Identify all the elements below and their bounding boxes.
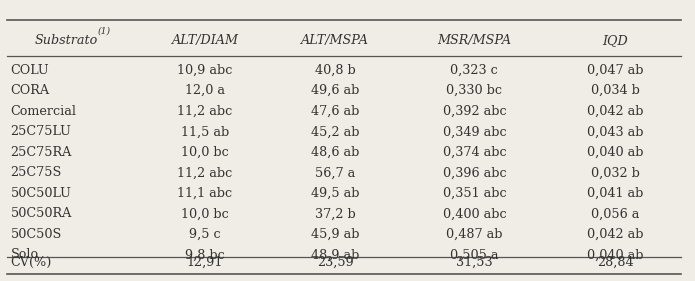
Text: 0,396 abc: 0,396 abc: [443, 166, 506, 179]
Text: 9,5 c: 9,5 c: [189, 228, 221, 241]
Text: 10,0 bc: 10,0 bc: [181, 207, 229, 220]
Text: 11,1 abc: 11,1 abc: [177, 187, 233, 200]
Text: 49,6 ab: 49,6 ab: [311, 84, 359, 97]
Text: 56,7 a: 56,7 a: [316, 166, 355, 179]
Text: 47,6 ab: 47,6 ab: [311, 105, 359, 118]
Text: 0,349 abc: 0,349 abc: [443, 125, 506, 138]
Text: CORA: CORA: [10, 84, 49, 97]
Text: Solo: Solo: [10, 248, 38, 261]
Text: 0,487 ab: 0,487 ab: [446, 228, 502, 241]
Text: 11,2 abc: 11,2 abc: [177, 105, 233, 118]
Text: ALT/MSPA: ALT/MSPA: [302, 34, 369, 47]
Text: 0,032 b: 0,032 b: [591, 166, 639, 179]
Text: 11,2 abc: 11,2 abc: [177, 166, 233, 179]
Text: 0,392 abc: 0,392 abc: [443, 105, 506, 118]
Text: 49,5 ab: 49,5 ab: [311, 187, 359, 200]
Text: 31,53: 31,53: [456, 256, 493, 269]
Text: 0,323 c: 0,323 c: [450, 64, 498, 77]
Text: Substrato: Substrato: [34, 34, 98, 47]
Text: 0,042 ab: 0,042 ab: [587, 105, 644, 118]
Text: 40,8 b: 40,8 b: [315, 64, 356, 77]
Text: 48,6 ab: 48,6 ab: [311, 146, 359, 159]
Text: 0,374 abc: 0,374 abc: [443, 146, 506, 159]
Text: 12,0 a: 12,0 a: [185, 84, 225, 97]
Text: 48,9 ab: 48,9 ab: [311, 248, 359, 261]
Text: 12,91: 12,91: [187, 256, 223, 269]
Text: 45,2 ab: 45,2 ab: [311, 125, 359, 138]
Text: 23,59: 23,59: [317, 256, 354, 269]
Text: 9,8 bc: 9,8 bc: [185, 248, 225, 261]
Text: 0,056 a: 0,056 a: [591, 207, 639, 220]
Text: 25C75LU: 25C75LU: [10, 125, 72, 138]
Text: 0,041 ab: 0,041 ab: [587, 187, 644, 200]
Text: IQD: IQD: [602, 34, 628, 47]
Text: 0,047 ab: 0,047 ab: [587, 64, 644, 77]
Text: Comercial: Comercial: [10, 105, 76, 118]
Text: MSR/MSPA: MSR/MSPA: [437, 34, 512, 47]
Text: 0,330 bc: 0,330 bc: [446, 84, 502, 97]
Text: 0,034 b: 0,034 b: [591, 84, 639, 97]
Text: (1): (1): [98, 26, 111, 35]
Text: 37,2 b: 37,2 b: [315, 207, 356, 220]
Text: CV(%): CV(%): [10, 256, 52, 269]
Text: COLU: COLU: [10, 64, 49, 77]
Text: 50C50LU: 50C50LU: [10, 187, 72, 200]
Text: 50C50S: 50C50S: [10, 228, 62, 241]
Text: 0,351 abc: 0,351 abc: [443, 187, 506, 200]
Text: 28,84: 28,84: [597, 256, 633, 269]
Text: 0,043 ab: 0,043 ab: [587, 125, 644, 138]
Text: 0,400 abc: 0,400 abc: [443, 207, 506, 220]
Text: 0,505 a: 0,505 a: [450, 248, 498, 261]
Text: 45,9 ab: 45,9 ab: [311, 228, 359, 241]
Text: 0,040 ab: 0,040 ab: [587, 146, 644, 159]
Text: 10,9 abc: 10,9 abc: [177, 64, 233, 77]
Text: ALT/DIAM: ALT/DIAM: [172, 34, 238, 47]
Text: 0,042 ab: 0,042 ab: [587, 228, 644, 241]
Text: 0,040 ab: 0,040 ab: [587, 248, 644, 261]
Text: 11,5 ab: 11,5 ab: [181, 125, 229, 138]
Text: 50C50RA: 50C50RA: [10, 207, 72, 220]
Text: 10,0 bc: 10,0 bc: [181, 146, 229, 159]
Text: 25C75S: 25C75S: [10, 166, 62, 179]
Text: 25C75RA: 25C75RA: [10, 146, 72, 159]
